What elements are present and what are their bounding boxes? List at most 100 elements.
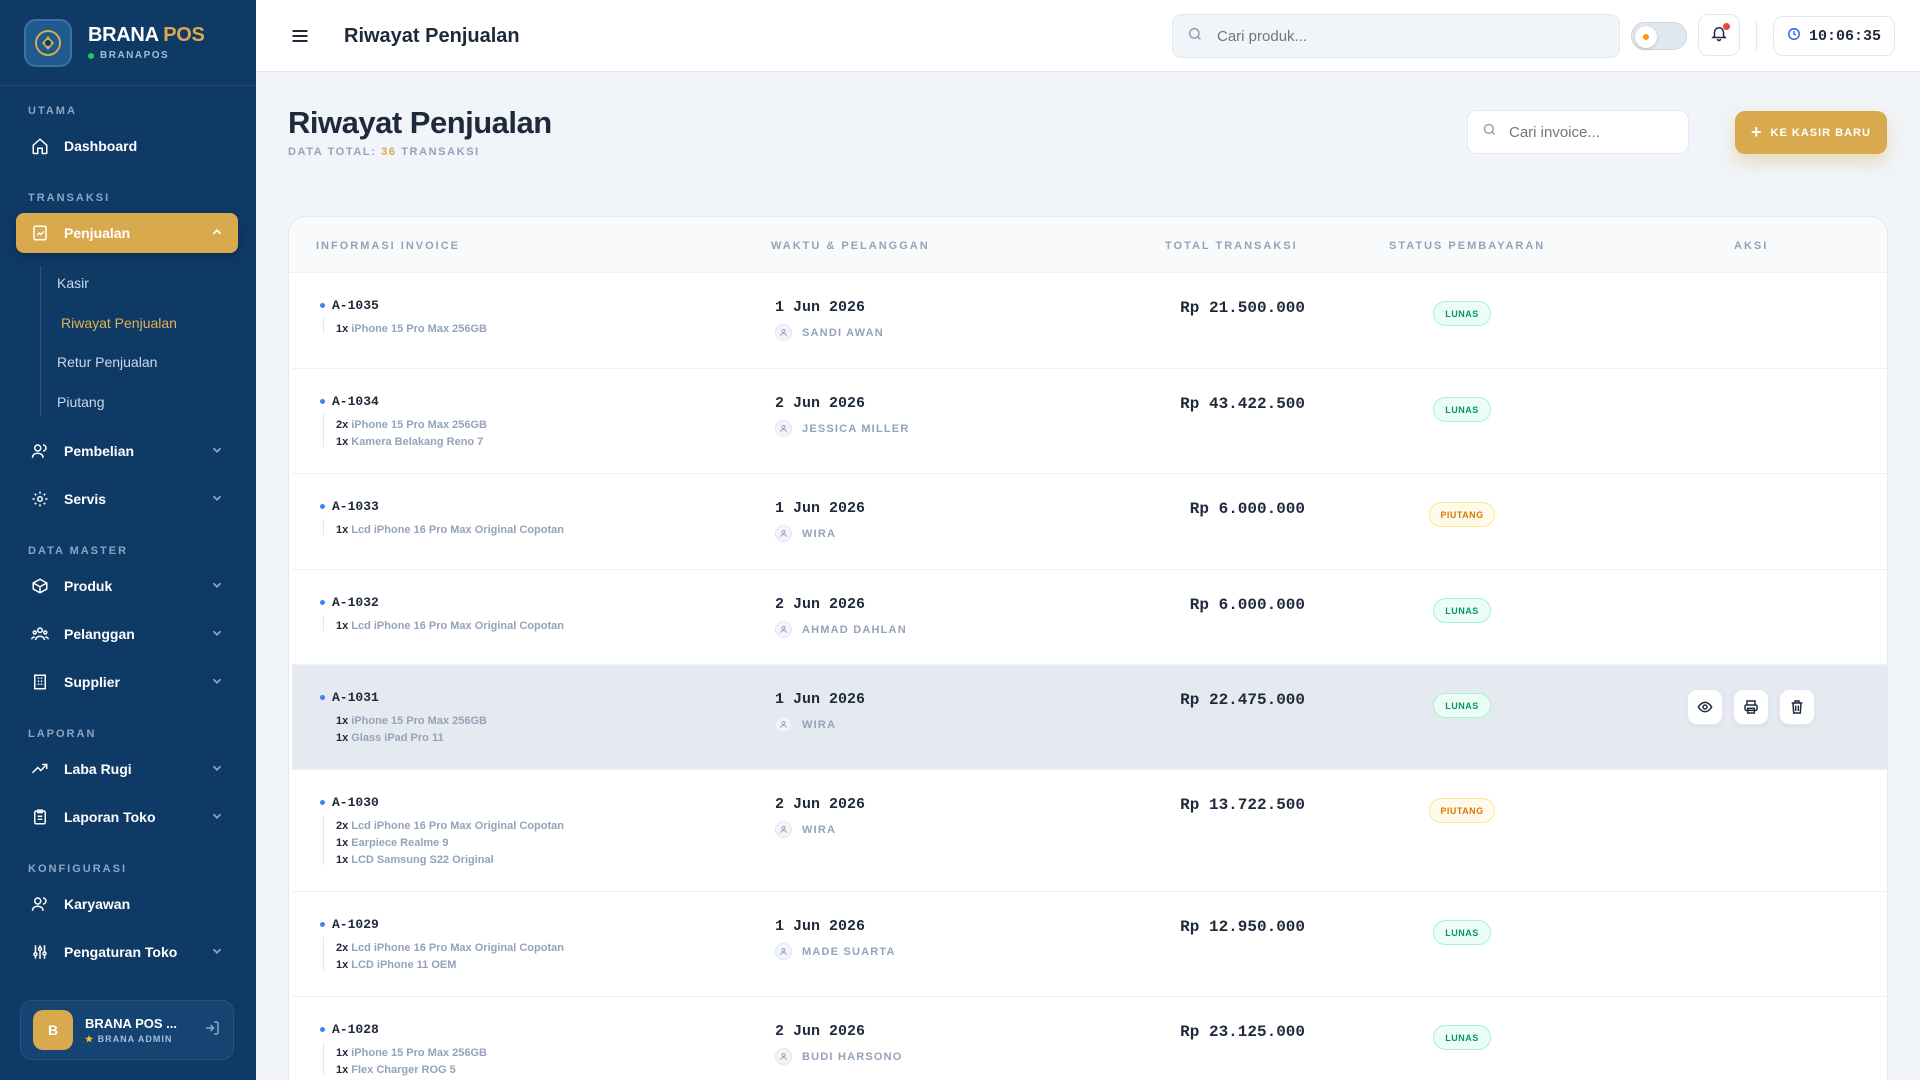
table-row[interactable]: A-1035 1x iPhone 15 Pro Max 256GB 1 Jun 2… xyxy=(292,273,1887,369)
items-line xyxy=(323,1042,324,1075)
transaction-date: 1 Jun 2026 xyxy=(775,918,866,935)
items-line xyxy=(323,710,324,743)
chevron-down-icon xyxy=(210,761,224,778)
invoice-dot xyxy=(320,600,325,605)
section-data-master: DATA MASTER xyxy=(28,545,129,557)
line-item: 1x iPhone 15 Pro Max 256GB xyxy=(336,715,487,727)
table-row[interactable]: A-1031 1x iPhone 15 Pro Max 256GB 1x Glass… xyxy=(292,665,1887,770)
line-item: 2x Lcd iPhone 16 Pro Max Original Copotan xyxy=(336,942,564,954)
sidebar-item-dashboard[interactable]: Dashboard xyxy=(16,126,238,166)
transaction-date: 1 Jun 2026 xyxy=(775,500,866,517)
logout-icon[interactable] xyxy=(203,1019,221,1042)
clock: 10:06:35 xyxy=(1773,16,1895,56)
transaction-total: Rp 13.722.500 xyxy=(1180,796,1305,814)
section-utama: UTAMA xyxy=(28,105,77,117)
topbar: Riwayat Penjualan 10:06:35 xyxy=(256,0,1920,72)
table-row[interactable]: A-1033 1x Lcd iPhone 16 Pro Max Original … xyxy=(292,474,1887,570)
line-item: 1x Lcd iPhone 16 Pro Max Original Copotan xyxy=(336,524,564,536)
sidebar-item-laporan-toko[interactable]: Laporan Toko xyxy=(16,797,238,837)
transaction-total: Rp 22.475.000 xyxy=(1180,691,1305,709)
subtitle-prefix: DATA TOTAL: xyxy=(288,146,377,158)
chevron-down-icon xyxy=(210,944,224,961)
items-line xyxy=(323,318,324,334)
view-button[interactable] xyxy=(1687,689,1723,725)
invoice-search-input[interactable] xyxy=(1509,123,1669,141)
print-button[interactable] xyxy=(1733,689,1769,725)
user-role: BRANA ADMIN xyxy=(97,1033,173,1044)
user-card: B BRANA POS ... ★ BRANA ADMIN xyxy=(20,1000,234,1060)
sidebar-item-pelanggan[interactable]: Pelanggan xyxy=(16,614,238,654)
table-row[interactable]: A-1030 2x Lcd iPhone 16 Pro Max Original … xyxy=(292,770,1887,892)
sidebar-item-produk[interactable]: Produk xyxy=(16,566,238,606)
chevron-down-icon xyxy=(210,578,224,595)
user-icon xyxy=(775,420,792,437)
items-line xyxy=(323,519,324,535)
search-input[interactable] xyxy=(1217,27,1597,45)
user-icon xyxy=(775,525,792,542)
table-row[interactable]: A-1032 1x Lcd iPhone 16 Pro Max Original … xyxy=(292,570,1887,665)
sidebar-item-label: Pengaturan Toko xyxy=(64,944,178,960)
invoice-number: A-1032 xyxy=(332,595,379,610)
menu-icon[interactable] xyxy=(290,26,310,51)
brand-name-accent: POS xyxy=(163,24,205,46)
invoice-dot xyxy=(320,399,325,404)
sidebar-item-laba-rugi[interactable]: Laba Rugi xyxy=(16,749,238,789)
theme-toggle[interactable] xyxy=(1631,22,1687,50)
sidebar-subitem-riwayat[interactable]: Riwayat Penjualan xyxy=(61,315,177,331)
delete-button[interactable] xyxy=(1779,689,1815,725)
chevron-up-icon xyxy=(210,225,224,242)
column-header-time-customer: WAKTU & PELANGGAN xyxy=(771,240,930,252)
trending-up-icon xyxy=(30,759,50,779)
new-cashier-button[interactable]: + KE KASIR BARU xyxy=(1735,111,1887,154)
sidebar-item-label: Pembelian xyxy=(64,443,135,459)
sidebar-subitem-piutang[interactable]: Piutang xyxy=(57,394,105,410)
sidebar-subitem-retur[interactable]: Retur Penjualan xyxy=(57,354,158,370)
sidebar-item-label: Penjualan xyxy=(64,225,131,241)
items-line xyxy=(323,414,324,447)
receipt-icon xyxy=(30,223,50,243)
user-icon xyxy=(775,1048,792,1065)
status-badge: LUNAS xyxy=(1433,301,1491,326)
transaction-total: Rp 6.000.000 xyxy=(1189,500,1305,518)
sidebar-item-supplier[interactable]: Supplier xyxy=(16,662,238,702)
users-icon xyxy=(30,894,50,914)
customer: WIRA xyxy=(775,821,836,838)
sidebar-item-karyawan[interactable]: Karyawan xyxy=(16,884,238,924)
invoice-number: A-1034 xyxy=(332,394,379,409)
user-icon xyxy=(775,324,792,341)
notification-button[interactable] xyxy=(1698,14,1740,56)
sliders-icon xyxy=(30,942,50,962)
sidebar-item-label: Pelanggan xyxy=(64,626,135,642)
sidebar-item-label: Laba Rugi xyxy=(64,761,132,777)
sales-table: INFORMASI INVOICE WAKTU & PELANGGAN TOTA… xyxy=(288,216,1888,1080)
invoice-search[interactable] xyxy=(1467,110,1689,154)
box-icon xyxy=(30,576,50,596)
clipboard-icon xyxy=(30,807,50,827)
sidebar: BRANA POS BRANAPOS UTAMA Dashboard TRANS… xyxy=(0,0,256,1080)
line-item: 1x Kamera Belakang Reno 7 xyxy=(336,436,484,448)
line-item: 1x Flex Charger ROG 5 xyxy=(336,1064,456,1076)
sidebar-item-label: Laporan Toko xyxy=(64,809,156,825)
brand-subtitle: BRANAPOS xyxy=(100,50,170,61)
customer: AHMAD DAHLAN xyxy=(775,621,907,638)
transaction-date: 2 Jun 2026 xyxy=(775,395,866,412)
sidebar-subitem-kasir[interactable]: Kasir xyxy=(57,275,89,291)
table-row[interactable]: A-1028 1x iPhone 15 Pro Max 256GB 1x Flex … xyxy=(292,997,1887,1080)
page-subtitle: DATA TOTAL: 36 TRANSAKSI xyxy=(288,146,480,158)
sidebar-item-penjualan[interactable]: Penjualan xyxy=(16,213,238,253)
invoice-dot xyxy=(320,303,325,308)
sidebar-item-pengaturan-toko[interactable]: Pengaturan Toko xyxy=(16,932,238,972)
customer: MADE SUARTA xyxy=(775,943,896,960)
sun-icon xyxy=(1635,26,1657,48)
customer: WIRA xyxy=(775,716,836,733)
status-badge: LUNAS xyxy=(1433,397,1491,422)
table-row[interactable]: A-1029 2x Lcd iPhone 16 Pro Max Original … xyxy=(292,892,1887,997)
sidebar-item-pembelian[interactable]: Pembelian xyxy=(16,431,238,471)
product-search[interactable] xyxy=(1172,14,1620,58)
transaction-total: Rp 21.500.000 xyxy=(1180,299,1305,317)
transaction-date: 2 Jun 2026 xyxy=(775,796,866,813)
gear-icon xyxy=(30,489,50,509)
table-row[interactable]: A-1034 2x iPhone 15 Pro Max 256GB 1x Kamer… xyxy=(292,369,1887,474)
sidebar-item-servis[interactable]: Servis xyxy=(16,479,238,519)
building-icon xyxy=(30,672,50,692)
